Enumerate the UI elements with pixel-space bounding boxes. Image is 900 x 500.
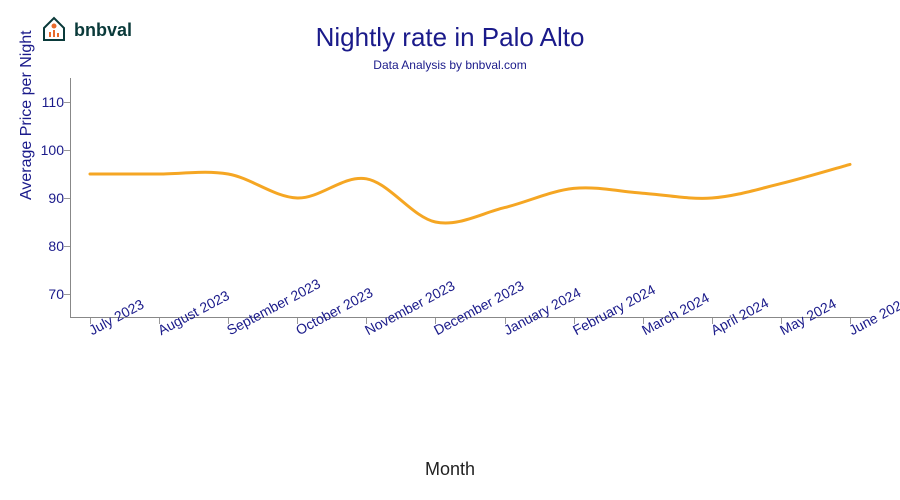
x-tick-mark [850, 318, 851, 324]
line-chart-svg [70, 78, 870, 318]
x-tick-mark [435, 318, 436, 324]
x-tick-mark [643, 318, 644, 324]
chart-plot-area: 708090100110 July 2023August 2023Septemb… [70, 78, 870, 318]
x-tick-mark [159, 318, 160, 324]
x-tick-mark [228, 318, 229, 324]
x-tick-mark [366, 318, 367, 324]
y-tick-mark [64, 246, 70, 247]
chart-title: Nightly rate in Palo Alto [0, 22, 900, 53]
y-tick-label: 70 [48, 286, 64, 302]
y-tick-label: 110 [42, 94, 64, 110]
y-tick-label: 80 [48, 238, 64, 254]
x-tick-mark [712, 318, 713, 324]
x-tick-mark [574, 318, 575, 324]
y-tick-label: 90 [48, 190, 64, 206]
x-tick-mark [505, 318, 506, 324]
x-axis-label: Month [0, 459, 900, 480]
y-tick-label: 100 [41, 142, 64, 158]
y-axis-label: Average Price per Night [18, 30, 36, 200]
y-tick-mark [64, 150, 70, 151]
y-tick-mark [64, 294, 70, 295]
y-tick-mark [64, 198, 70, 199]
x-tick-mark [297, 318, 298, 324]
chart-subtitle: Data Analysis by bnbval.com [0, 58, 900, 72]
data-line [90, 164, 850, 223]
x-tick-mark [90, 318, 91, 324]
y-tick-mark [64, 102, 70, 103]
x-tick-mark [781, 318, 782, 324]
